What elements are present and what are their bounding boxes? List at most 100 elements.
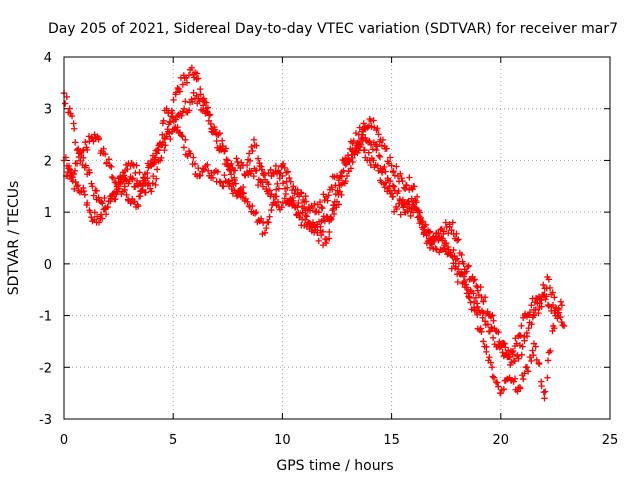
data-point-marker: [430, 238, 437, 245]
data-point-marker: [233, 155, 240, 162]
data-point-marker: [525, 324, 532, 332]
data-point-marker: [558, 302, 566, 309]
data-point-marker: [271, 199, 279, 206]
data-point-marker: [415, 207, 423, 214]
data-point-marker: [108, 195, 116, 202]
data-point-marker: [218, 137, 226, 144]
data-point-marker: [275, 185, 283, 192]
data-point-marker: [361, 146, 368, 154]
data-point-marker: [481, 294, 489, 301]
data-point-marker: [71, 167, 79, 174]
data-point-marker: [484, 308, 491, 315]
data-point-marker: [209, 174, 217, 182]
data-point-marker: [114, 188, 121, 196]
data-point-marker: [524, 368, 532, 375]
data-point-marker: [543, 293, 550, 300]
data-point-marker: [204, 104, 212, 111]
data-point-marker: [65, 165, 72, 172]
data-point-marker: [530, 306, 538, 314]
data-point-marker: [152, 181, 159, 189]
data-point-marker: [386, 154, 394, 161]
data-point-marker: [181, 74, 188, 82]
data-point-marker: [121, 186, 128, 194]
data-point-marker: [349, 158, 356, 166]
data-point-marker: [154, 146, 162, 154]
data-point-marker: [180, 105, 188, 112]
data-point-marker: [361, 123, 369, 130]
data-point-marker: [328, 215, 335, 222]
data-point-marker: [274, 180, 281, 188]
data-point-marker: [197, 91, 204, 98]
data-point-marker: [185, 107, 193, 114]
data-point-marker: [302, 198, 310, 205]
data-point-marker: [530, 351, 537, 359]
data-point-marker: [283, 184, 291, 191]
data-point-marker: [193, 172, 201, 180]
data-point-marker: [291, 202, 298, 209]
data-point-marker: [231, 176, 238, 184]
data-point-marker: [467, 287, 474, 294]
data-point-marker: [221, 171, 228, 179]
data-point-marker: [66, 105, 73, 112]
data-point-marker: [474, 311, 481, 318]
data-point-marker: [161, 135, 168, 142]
data-point-marker: [448, 226, 455, 234]
data-point-marker: [442, 219, 449, 226]
data-point-marker: [521, 370, 528, 377]
data-point-marker: [219, 143, 226, 150]
data-point-marker: [502, 344, 509, 351]
data-point-marker: [374, 125, 381, 132]
data-point-marker: [113, 183, 121, 190]
data-point-marker: [152, 154, 159, 161]
data-point-marker: [528, 302, 535, 309]
data-point-marker: [172, 116, 179, 123]
data-point-marker: [542, 296, 549, 303]
data-point-marker: [404, 208, 411, 215]
data-point-marker: [324, 214, 331, 221]
data-point-marker: [265, 219, 272, 226]
data-point-marker: [445, 229, 452, 237]
data-point-marker: [204, 167, 212, 174]
data-point-marker: [73, 183, 80, 190]
data-point-marker: [172, 89, 180, 96]
data-point-marker: [286, 174, 293, 182]
data-point-marker: [64, 172, 71, 180]
data-point-marker: [515, 355, 522, 362]
data-point-marker: [538, 303, 545, 310]
data-point-marker: [538, 382, 545, 390]
data-point-marker: [405, 197, 412, 205]
data-point-marker: [399, 196, 407, 203]
data-point-marker: [426, 228, 434, 235]
data-point-marker: [554, 312, 561, 319]
data-point-marker: [470, 277, 477, 285]
data-point-marker: [276, 175, 283, 182]
data-point-marker: [277, 169, 284, 177]
data-point-marker: [108, 173, 116, 181]
data-point-marker: [381, 163, 388, 171]
data-point-marker: [105, 156, 113, 163]
data-point-marker: [470, 290, 477, 297]
data-point-marker: [338, 191, 345, 199]
data-point-marker: [365, 149, 372, 156]
data-point-marker: [63, 93, 70, 101]
data-point-marker: [200, 166, 208, 173]
data-point-marker: [446, 223, 453, 230]
data-point-marker: [395, 187, 402, 195]
data-point-marker: [284, 168, 292, 175]
data-point-marker: [422, 221, 429, 229]
data-point-marker: [254, 155, 262, 162]
data-point-marker: [393, 205, 400, 213]
data-point-marker: [374, 162, 381, 169]
data-point-marker: [318, 203, 325, 211]
data-point-marker: [356, 124, 363, 131]
data-point-marker: [309, 204, 317, 212]
data-point-marker: [490, 374, 498, 381]
data-point-marker: [518, 322, 525, 330]
data-point-marker: [353, 144, 360, 152]
data-point-marker: [463, 268, 470, 275]
data-point-marker: [259, 170, 267, 177]
data-point-marker: [501, 340, 508, 348]
data-point-marker: [153, 150, 160, 157]
data-point-marker: [299, 209, 306, 216]
data-point-marker: [228, 185, 235, 193]
